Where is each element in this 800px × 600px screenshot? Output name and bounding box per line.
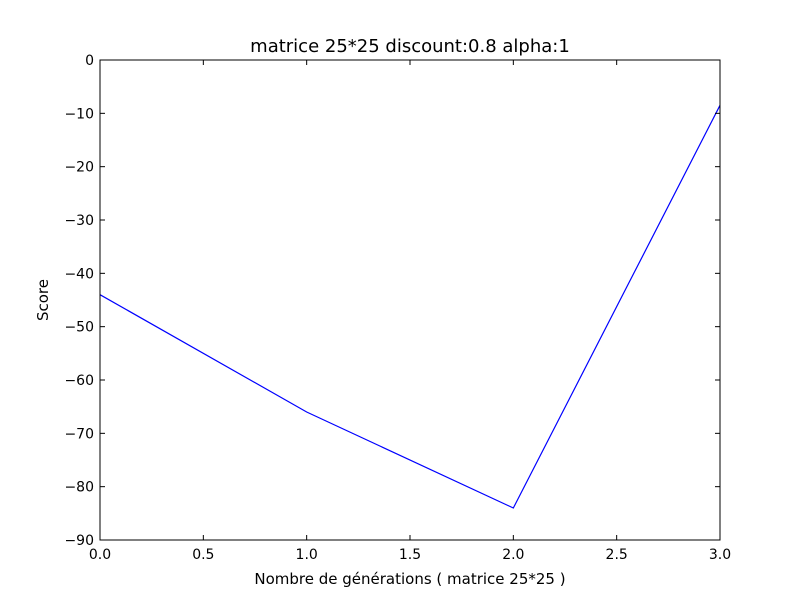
plot-area bbox=[100, 60, 720, 540]
y-tick-label: −20 bbox=[64, 160, 94, 176]
y-axis-ticks: 0 −10 −20 −30 −40 −50 −60 −70 −80 −90 bbox=[64, 53, 720, 549]
y-tick-label: −80 bbox=[64, 480, 94, 496]
x-tick-label: 1.0 bbox=[296, 547, 318, 563]
x-tick-label: 0.0 bbox=[89, 547, 111, 563]
x-tick-label: 2.0 bbox=[502, 547, 524, 563]
x-tick-label: 1.5 bbox=[399, 547, 421, 563]
y-axis-title: Score bbox=[34, 279, 52, 321]
x-axis-ticks: 0.0 0.5 1.0 1.5 2.0 2.5 3.0 bbox=[89, 60, 731, 563]
y-tick-label: −70 bbox=[64, 426, 94, 442]
chart-title: matrice 25*25 discount:0.8 alpha:1 bbox=[250, 36, 570, 57]
x-tick-label: 3.0 bbox=[709, 547, 731, 563]
y-tick-label: 0 bbox=[85, 53, 94, 69]
y-tick-label: −10 bbox=[64, 106, 94, 122]
y-tick-label: −50 bbox=[64, 320, 94, 336]
x-axis-title: Nombre de générations ( matrice 25*25 ) bbox=[254, 570, 565, 588]
y-tick-label: −40 bbox=[64, 266, 94, 282]
y-tick-label: −60 bbox=[64, 373, 94, 389]
series-line bbox=[99, 105, 721, 509]
y-tick-label: −90 bbox=[64, 533, 94, 549]
x-tick-label: 0.5 bbox=[192, 547, 214, 563]
x-tick-label: 2.5 bbox=[606, 547, 628, 563]
series-layer bbox=[99, 105, 721, 509]
y-tick-label: −30 bbox=[64, 213, 94, 229]
